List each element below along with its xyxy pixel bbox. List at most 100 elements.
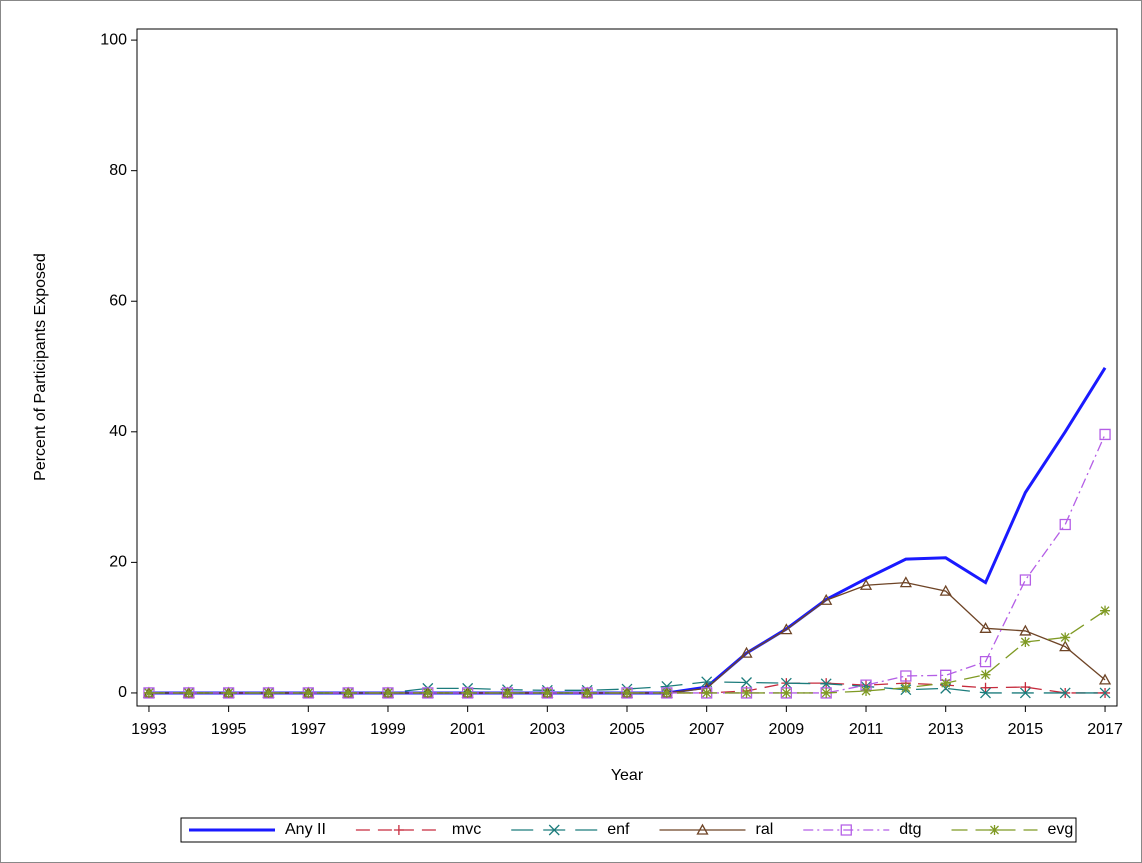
legend-label: Any II	[285, 821, 326, 838]
legend-label: enf	[607, 821, 630, 838]
x-tick-label: 1997	[291, 721, 327, 738]
marker	[342, 687, 354, 699]
x-tick-label: 2011	[849, 721, 884, 738]
marker	[1100, 605, 1111, 616]
legend-label: ral	[755, 821, 773, 838]
marker	[979, 655, 992, 668]
marker	[462, 687, 474, 699]
marker	[820, 678, 832, 690]
x-tick-label: 2013	[928, 721, 964, 738]
marker	[222, 687, 235, 699]
marker	[741, 677, 752, 688]
marker	[1020, 682, 1031, 693]
y-tick-label: 80	[109, 162, 127, 179]
marker	[1098, 673, 1112, 685]
marker	[900, 670, 912, 682]
marker	[502, 687, 513, 698]
marker	[223, 687, 234, 698]
marker	[980, 687, 991, 699]
y-axis-title: Percent of Participants Exposed	[32, 253, 49, 481]
marker	[393, 825, 404, 835]
marker	[622, 687, 632, 698]
y-tick-label: 100	[100, 31, 127, 48]
marker	[939, 584, 952, 596]
marker	[462, 687, 473, 698]
marker	[501, 687, 514, 699]
marker	[422, 687, 433, 698]
marker	[1099, 687, 1111, 699]
marker	[940, 669, 952, 681]
marker	[1019, 687, 1031, 699]
legend-label: dtg	[899, 821, 921, 838]
marker	[861, 685, 872, 696]
x-tick-label: 2003	[530, 721, 566, 738]
marker	[780, 687, 792, 699]
x-axis-title: Year	[611, 767, 644, 784]
marker	[542, 687, 553, 698]
marker	[741, 687, 752, 698]
x-tick-label: 2009	[769, 721, 805, 738]
y-tick-label: 40	[109, 423, 127, 440]
x-tick-label: 2017	[1087, 721, 1123, 738]
marker	[143, 687, 155, 699]
x-tick-label: 2007	[689, 721, 725, 738]
marker	[582, 687, 593, 698]
marker	[940, 678, 951, 689]
marker	[302, 687, 314, 699]
marker	[548, 824, 560, 836]
marker	[980, 669, 991, 680]
marker	[821, 687, 832, 698]
x-tick-label: 2005	[609, 721, 645, 738]
marker	[183, 687, 194, 698]
marker	[989, 825, 1000, 835]
x-tick-label: 1995	[211, 721, 247, 738]
marker	[696, 823, 709, 835]
marker	[382, 687, 394, 699]
marker	[661, 687, 672, 698]
y-tick-label: 20	[109, 554, 127, 571]
marker	[980, 682, 991, 693]
legend-label: mvc	[452, 821, 481, 838]
marker	[262, 687, 275, 699]
marker	[263, 687, 274, 698]
marker	[183, 687, 195, 699]
marker	[740, 687, 753, 699]
marker	[1019, 574, 1032, 586]
marker	[382, 687, 393, 698]
marker	[979, 621, 992, 633]
x-tick-label: 2001	[450, 721, 486, 738]
marker	[1019, 624, 1032, 636]
marker	[900, 682, 911, 693]
marker	[859, 578, 873, 590]
marker	[581, 687, 593, 699]
legend: Any II mvc enf ral dtg evg	[180, 817, 1077, 843]
marker	[840, 824, 852, 836]
x-tick-label: 1999	[370, 721, 406, 738]
marker	[303, 687, 314, 698]
x-tick-label: 1993	[131, 721, 167, 738]
marker	[701, 687, 713, 699]
marker	[1020, 637, 1031, 648]
marker	[780, 623, 793, 635]
marker	[1059, 640, 1072, 652]
legend-label: evg	[1048, 821, 1074, 838]
marker	[143, 687, 154, 698]
marker	[343, 687, 354, 698]
marker	[740, 646, 753, 658]
y-tick-label: 0	[118, 684, 127, 701]
y-tick-label: 60	[109, 292, 127, 309]
marker	[1060, 632, 1071, 643]
marker	[621, 687, 633, 699]
marker	[1099, 428, 1111, 441]
marker	[1059, 687, 1071, 699]
marker	[422, 687, 434, 699]
marker	[820, 593, 833, 605]
marker	[899, 576, 912, 588]
marker	[661, 687, 673, 699]
marker	[781, 687, 792, 698]
marker	[1059, 518, 1071, 531]
marker	[541, 687, 553, 699]
